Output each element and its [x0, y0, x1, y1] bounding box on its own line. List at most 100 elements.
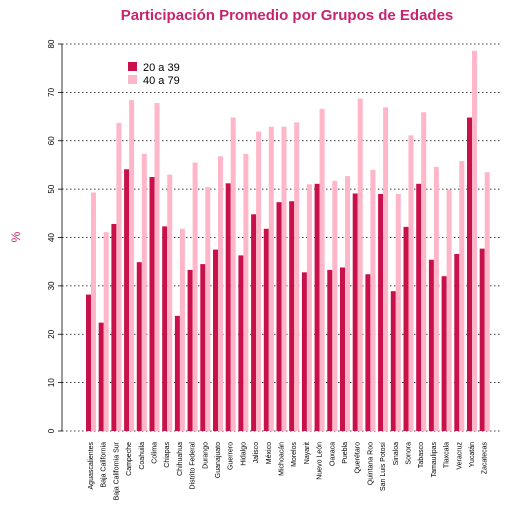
x-category-label: Guerrero: [228, 442, 235, 470]
x-category-label: Campeche: [126, 442, 133, 476]
bar-20-39: [441, 276, 447, 431]
y-tick-label: 30: [47, 281, 56, 290]
x-axis-category-labels: Aguascalientes Baja California Baja Califo…: [88, 441, 489, 500]
y-axis: 0 10 20 30 40 50 60 70 80: [47, 39, 63, 433]
bar-40-79: [230, 117, 236, 431]
x-category-label: Querétaro: [355, 442, 362, 474]
bar-20-39: [263, 228, 269, 431]
bar-20-39: [174, 315, 180, 431]
bar-20-39: [352, 193, 358, 431]
bar-40-79: [116, 122, 122, 431]
x-category-label: Morelos: [291, 442, 298, 467]
x-category-label: Tabasco: [418, 442, 425, 468]
legend: 20 a 39 40 a 79: [128, 62, 180, 87]
y-tick-label: 20: [47, 329, 56, 338]
x-category-label: Nayarit: [304, 442, 311, 464]
bar-20-39: [301, 272, 307, 431]
y-tick-label: 80: [47, 39, 56, 48]
y-tick-label: 0: [47, 428, 56, 433]
x-category-label: Oaxaca: [329, 442, 336, 466]
x-category-label: Colima: [152, 442, 159, 464]
bar-20-39: [428, 259, 434, 431]
bar-20-39: [479, 248, 485, 431]
bar-20-39: [403, 226, 409, 431]
bar-20-39: [200, 264, 206, 431]
x-category-label: Baja California Sur: [113, 441, 120, 500]
x-category-label: Coahuila: [139, 442, 146, 470]
bar-20-39: [111, 223, 117, 431]
bar-40-79: [306, 184, 312, 431]
y-tick-label: 70: [47, 87, 56, 96]
x-category-label: Veracruz: [456, 442, 463, 470]
bar-40-79: [484, 172, 490, 431]
x-category-label: México: [266, 442, 273, 464]
x-category-label: Distrito Federal: [190, 442, 197, 490]
bar-20-39: [98, 322, 104, 431]
bar-40-79: [383, 107, 389, 431]
legend-label-20-39: 20 a 39: [143, 62, 180, 74]
y-tick-label: 50: [47, 184, 56, 193]
bar-40-79: [205, 187, 211, 431]
bar-40-79: [103, 232, 109, 431]
bar-40-79: [154, 103, 160, 431]
x-category-label: Sonora: [406, 442, 413, 465]
x-category-label: Aguascalientes: [88, 442, 95, 490]
x-category-label: Tlaxcala: [444, 442, 451, 468]
bar-20-39: [454, 253, 460, 431]
bar-40-79: [281, 126, 287, 431]
x-category-label: Sinaloa: [393, 442, 400, 465]
x-category-label: San Luis Potosí: [380, 442, 387, 491]
bar-20-39: [467, 117, 472, 431]
y-axis-label: %: [9, 231, 23, 242]
y-tick-label: 40: [47, 233, 56, 242]
bar-20-39: [390, 291, 396, 431]
x-category-label: Puebla: [342, 442, 349, 464]
x-category-label: Michoacán: [279, 442, 286, 476]
bar-40-79: [256, 131, 262, 431]
bar-40-79: [345, 176, 350, 431]
x-category-label: Baja California: [101, 442, 108, 488]
bar-20-39: [314, 183, 320, 431]
bar-20-39: [124, 169, 130, 431]
x-category-label: Chihuahua: [177, 442, 184, 476]
bar-20-39: [86, 294, 91, 431]
bar-20-39: [378, 193, 384, 431]
bar-40-79: [319, 108, 325, 431]
legend-swatch-40-79: [128, 75, 137, 84]
x-category-label: Zacatecas: [482, 442, 489, 475]
bar-20-39: [340, 267, 345, 431]
bar-40-79: [408, 135, 414, 431]
bar-20-39: [213, 249, 218, 431]
bar-20-39: [225, 183, 231, 431]
bar-20-39: [136, 262, 142, 431]
bar-20-39: [238, 255, 244, 431]
x-category-label: Durango: [202, 442, 209, 469]
bar-40-79: [179, 228, 185, 431]
bar-40-79: [395, 193, 401, 431]
x-category-label: Yucatán: [469, 442, 476, 467]
bar-40-79: [192, 162, 198, 432]
grid-lines: [62, 43, 500, 432]
bar-40-79: [446, 189, 452, 431]
bar-40-79: [370, 169, 376, 431]
x-category-label: Chiapas: [164, 442, 171, 468]
bar-40-79: [357, 98, 363, 431]
chart-title: Participación Promedio por Grupos de Eda…: [121, 7, 454, 24]
bar-20-39: [149, 177, 155, 431]
bar-20-39: [416, 183, 422, 431]
bar-40-79: [141, 153, 147, 431]
x-category-label: Nuevo León: [317, 442, 324, 480]
bar-40-79: [167, 174, 173, 432]
bar-20-39: [365, 274, 371, 431]
bar-40-79: [421, 112, 427, 432]
y-tick-label: 10: [47, 378, 56, 387]
bar-40-79: [129, 100, 135, 432]
x-category-label: Hidalgo: [240, 442, 247, 466]
bar-40-79: [294, 122, 300, 432]
bar-20-39: [289, 201, 295, 431]
legend-label-40-79: 40 a 79: [143, 75, 180, 87]
x-category-label: Tamaulipas: [431, 442, 438, 478]
bar-20-39: [327, 269, 333, 431]
bar-20-39: [251, 214, 257, 431]
